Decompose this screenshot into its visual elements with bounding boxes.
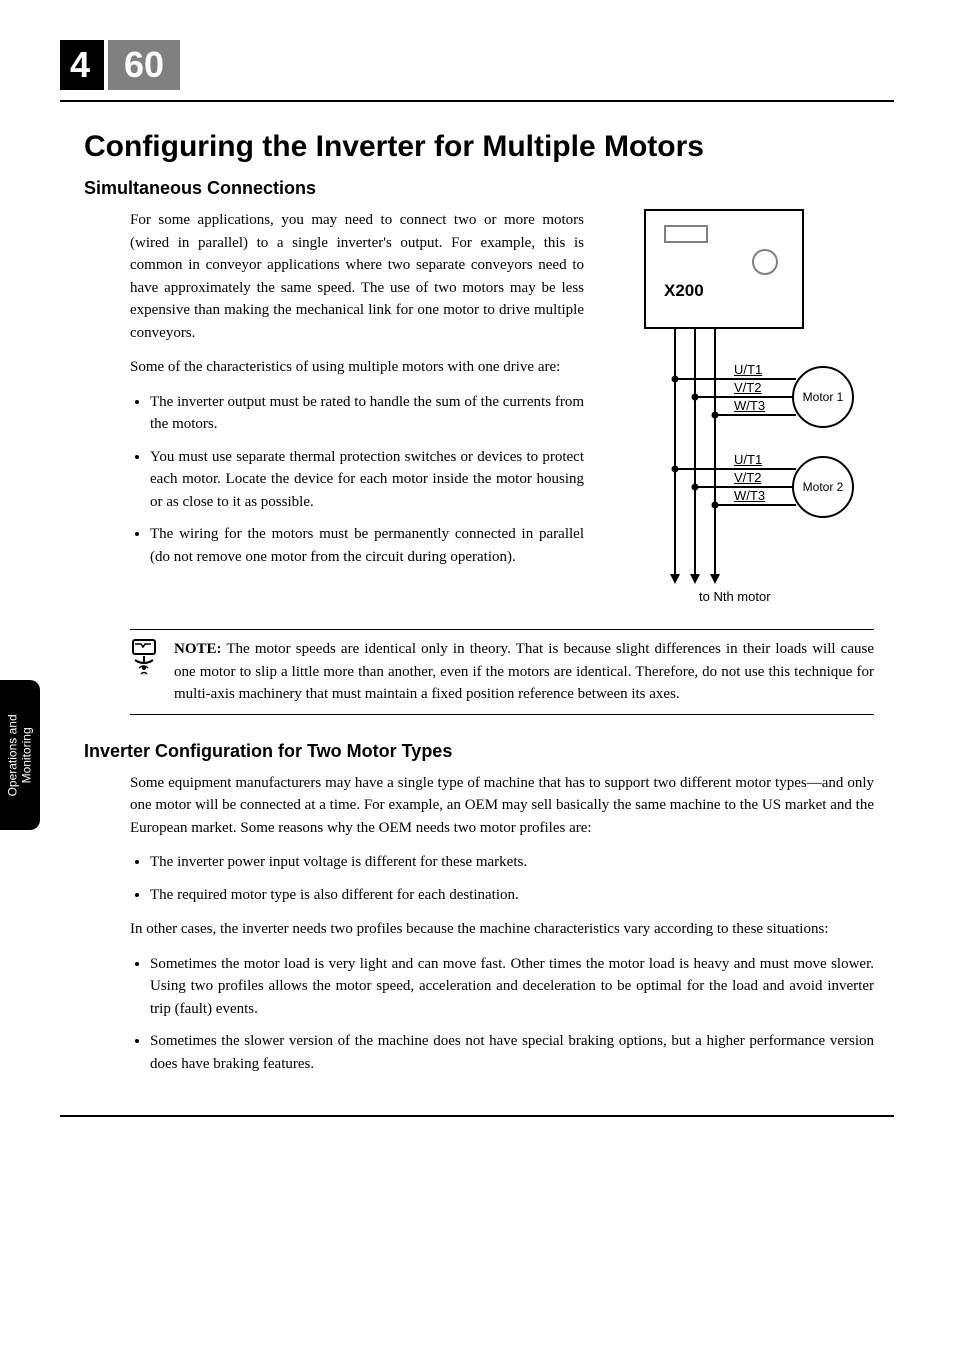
section2-li2: The required motor type is also differen… [150,884,874,907]
arrow-u [670,574,680,584]
section2-li3: Sometimes the motor load is very light a… [150,953,874,1021]
section1-li1: The inverter output must be rated to han… [150,391,584,436]
side-tab-line1: Operations and [6,714,20,796]
section1-list: The inverter output must be rated to han… [130,391,584,569]
motor-1: Motor 1 [792,366,854,428]
section2-p1: Some equipment manufacturers may have a … [130,772,874,840]
label-m1-v: V/T2 [734,380,761,395]
tap-m1-w [714,414,796,416]
note-text: NOTE: The motor speeds are identical onl… [174,638,874,706]
section1-p2: Some of the characteristics of using mul… [130,356,584,379]
top-rule [60,100,894,102]
section2-list1: The inverter power input voltage is diff… [130,851,874,906]
inverter-knob [752,249,778,275]
two-column-section: For some applications, you may need to c… [130,209,874,629]
chapter-number: 4 [60,40,104,90]
section1-li3: The wiring for the motors must be perman… [150,523,584,568]
label-m1-u: U/T1 [734,362,762,377]
left-column: For some applications, you may need to c… [130,209,594,629]
wiring-diagram: X200 U/T1 V/T2 W/T3 Motor 1 [614,209,864,629]
label-m2-v: V/T2 [734,470,761,485]
bus-line-w [714,329,716,574]
section2-li1: The inverter power input voltage is diff… [150,851,874,874]
main-title: Configuring the Inverter for Multiple Mo… [84,130,894,164]
note-icon [130,638,162,706]
tap-m2-w [714,504,796,506]
section1-li2: You must use separate thermal protection… [150,446,584,514]
side-tab-text: Operations and Monitoring [6,714,35,796]
motor-2: Motor 2 [792,456,854,518]
inverter-box: X200 [644,209,804,329]
right-column: X200 U/T1 V/T2 W/T3 Motor 1 [614,209,874,629]
section2-title: Inverter Configuration for Two Motor Typ… [84,741,894,762]
side-tab: Operations and Monitoring [0,680,40,830]
section2-body: Some equipment manufacturers may have a … [130,772,874,1076]
inverter-display [664,225,708,243]
note-body: The motor speeds are identical only in t… [174,641,874,702]
section1-title: Simultaneous Connections [84,178,894,199]
bus-line-u [674,329,676,574]
label-m1-w: W/T3 [734,398,765,413]
arrow-v [690,574,700,584]
section2-p2: In other cases, the inverter needs two p… [130,918,874,941]
side-tab-line2: Monitoring [20,727,34,783]
section2-li4: Sometimes the slower version of the mach… [150,1030,874,1075]
arrow-w [710,574,720,584]
section1-p1: For some applications, you may need to c… [130,209,584,344]
page-number: 60 [108,40,180,90]
note-block: NOTE: The motor speeds are identical onl… [130,629,874,715]
section2-list2: Sometimes the motor load is very light a… [130,953,874,1076]
note-label: NOTE: [174,641,222,657]
label-m2-w: W/T3 [734,488,765,503]
page-number-block: 4 60 [60,40,894,90]
label-m2-u: U/T1 [734,452,762,467]
bus-line-v [694,329,696,574]
bottom-rule [60,1115,894,1117]
inverter-label: X200 [664,281,704,301]
diagram-caption: to Nth motor [699,589,771,604]
